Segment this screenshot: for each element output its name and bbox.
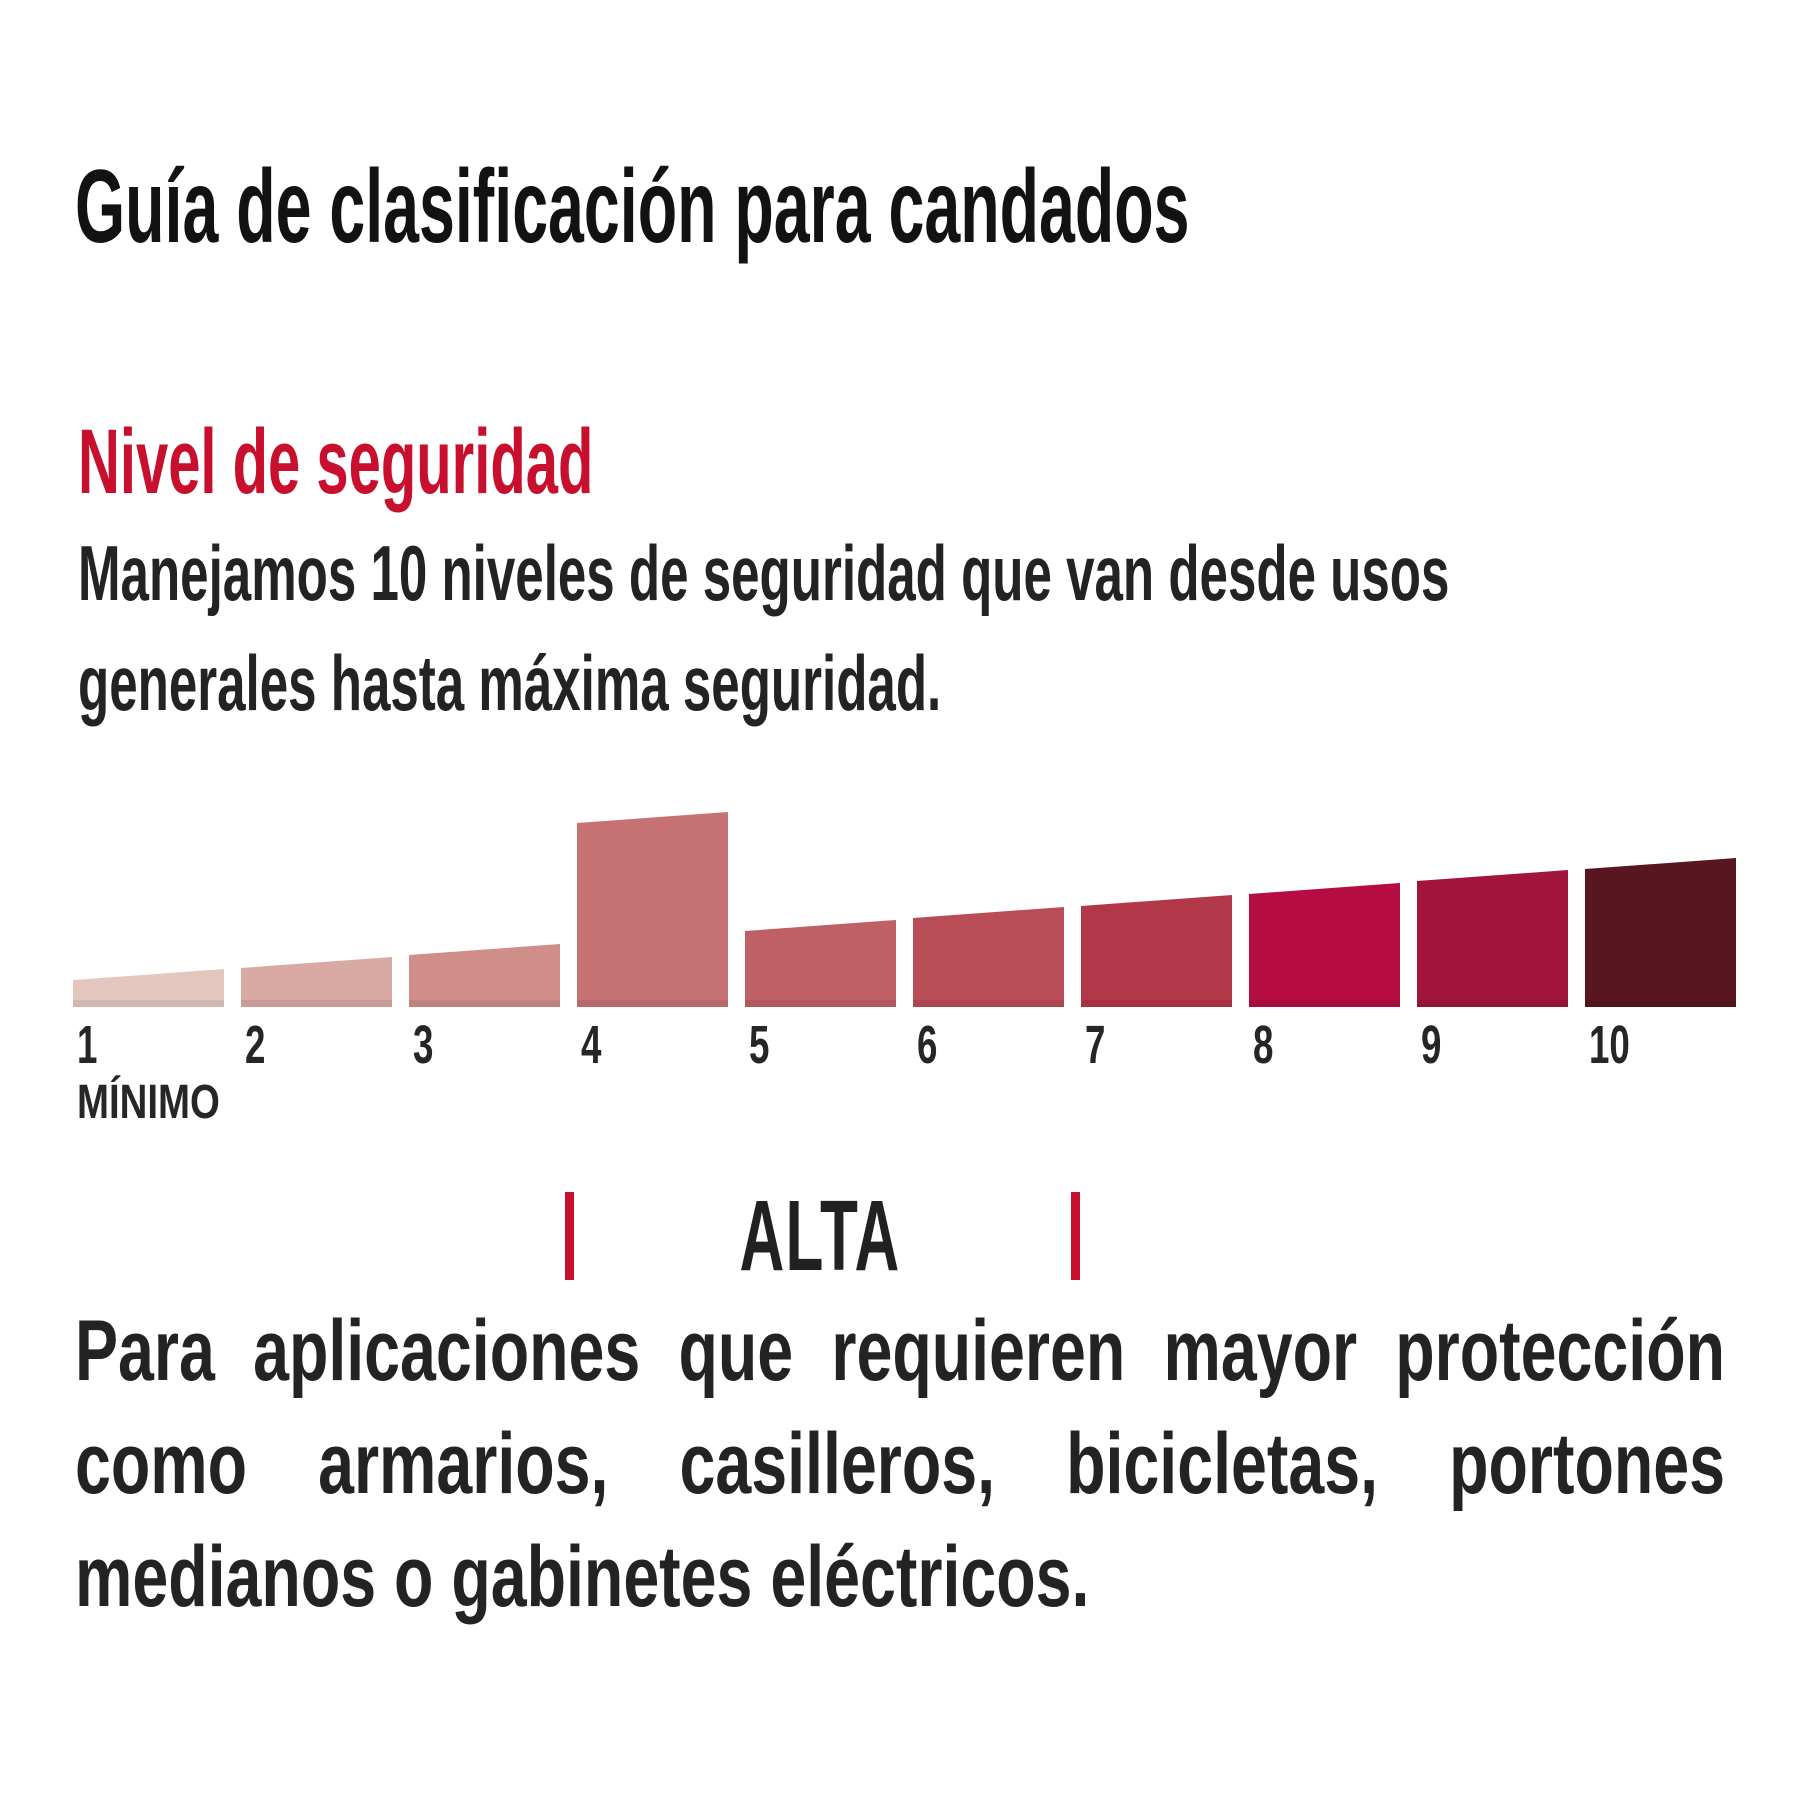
intro-text: Manejamos 10 niveles de seguridad que va… xyxy=(78,529,1450,727)
bar-shape-level-3 xyxy=(409,943,560,1007)
label-cell-level-1: 1 MÍNIMO xyxy=(73,1017,224,1128)
bar-shape-level-8 xyxy=(1249,882,1400,1007)
label-cell-level-5: 5 xyxy=(745,1017,896,1128)
label-cell-level-7: 7 xyxy=(1081,1017,1232,1128)
description-text: Para aplicaciones que requieren mayor pr… xyxy=(75,1303,1725,1625)
bar-shape-level-5 xyxy=(745,919,896,1007)
level-number-2: 2 xyxy=(245,1015,266,1075)
bar-level-6 xyxy=(913,805,1064,1007)
level-number-10: 10 xyxy=(1589,1015,1630,1075)
bar-level-4 xyxy=(577,805,728,1007)
label-cell-level-8: 8 xyxy=(1249,1017,1400,1128)
bar-level-10 xyxy=(1585,805,1736,1007)
bar-level-8 xyxy=(1249,805,1400,1007)
level-number-1: 1 xyxy=(77,1015,98,1075)
label-cell-level-9: 9 xyxy=(1417,1017,1568,1128)
bar-level-9 xyxy=(1417,805,1568,1007)
security-level-bar-chart: 1 MÍNIMO 2 3 4 5 6 7 8 9 10 xyxy=(73,805,1736,1128)
bar-shape-level-2 xyxy=(241,957,392,1007)
bar-shape-level-7 xyxy=(1081,894,1232,1007)
bar-shape-level-6 xyxy=(913,907,1064,1007)
label-cell-level-10: 10 xyxy=(1585,1017,1736,1128)
label-cell-level-6: 6 xyxy=(913,1017,1064,1128)
label-cell-level-4: 4 xyxy=(577,1017,728,1128)
range-tick-right xyxy=(1071,1192,1080,1280)
range-label-alta: ALTA xyxy=(739,1180,901,1292)
bar-level-7 xyxy=(1081,805,1232,1007)
highlight-range-annotation: ALTA xyxy=(0,1180,1800,1295)
level-number-3: 3 xyxy=(413,1015,434,1075)
bar-level-5 xyxy=(745,805,896,1007)
section-heading-security-level: Nivel de seguridad xyxy=(78,411,594,513)
bar-shape-level-9 xyxy=(1417,870,1568,1007)
bar-shape-level-10 xyxy=(1585,858,1736,1007)
level-number-7: 7 xyxy=(1085,1015,1106,1075)
label-cell-level-2: 2 xyxy=(241,1017,392,1128)
bar-level-1 xyxy=(73,805,224,1007)
bars-row xyxy=(73,805,1736,1007)
bar-shape-level-4 xyxy=(577,812,728,1007)
bar-level-2 xyxy=(241,805,392,1007)
range-tick-left xyxy=(565,1192,574,1280)
label-cell-level-3: 3 xyxy=(409,1017,560,1128)
page-title: Guía de clasificación para candados xyxy=(75,149,1190,265)
level-number-6: 6 xyxy=(917,1015,938,1075)
level-number-8: 8 xyxy=(1253,1015,1274,1075)
level-number-4: 4 xyxy=(581,1015,602,1075)
bar-shape-level-1 xyxy=(73,969,224,1007)
level-number-9: 9 xyxy=(1421,1015,1442,1075)
level-labels-row: 1 MÍNIMO 2 3 4 5 6 7 8 9 10 xyxy=(73,1017,1736,1128)
level-number-5: 5 xyxy=(749,1015,770,1075)
minimo-label: MÍNIMO xyxy=(77,1075,220,1129)
bar-level-3 xyxy=(409,805,560,1007)
